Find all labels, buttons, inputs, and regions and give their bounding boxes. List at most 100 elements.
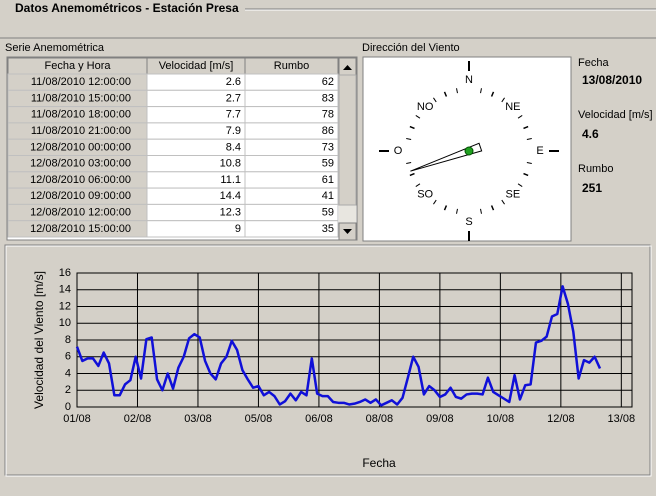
y-axis-label: Velocidad del Viento [m/s] (32, 271, 46, 409)
chart-frame (4, 244, 651, 476)
compass-tick (490, 91, 495, 97)
data-line (75, 285, 602, 407)
cell-text: 83 (322, 92, 334, 104)
cell-text: 12/08/2010 15:00:00 (30, 223, 131, 235)
compass-tick (490, 205, 495, 211)
table-title: Serie Anemométrica (5, 42, 105, 54)
cell-text: 7.7 (226, 109, 241, 121)
x-tick-label: 13/08 (608, 413, 636, 425)
scroll-down-arrow (343, 229, 352, 234)
cell-text: 11/08/2010 18:00:00 (31, 109, 131, 121)
x-tick-label: 05/08 (245, 413, 273, 425)
cell-text: 10.8 (220, 158, 241, 170)
cell-text: 78 (322, 109, 334, 121)
x-tick-label: 12/08 (547, 413, 575, 425)
cell-text: 14.4 (220, 190, 241, 202)
compass-tick (526, 162, 532, 164)
scroll-thumb[interactable] (338, 74, 357, 206)
cell-text: 12/08/2010 12:00:00 (30, 206, 131, 218)
compass-tick (415, 183, 421, 187)
compass-tick (517, 115, 523, 119)
compass-tick (523, 125, 529, 130)
arrow-hub (464, 146, 474, 156)
cell-text: 62 (322, 76, 334, 88)
cell-text: 73 (322, 141, 334, 153)
compass-tick (456, 208, 458, 214)
y-tick-label: 16 (59, 267, 71, 279)
cell-text: 86 (322, 125, 334, 137)
header-text: Velocidad [m/s] (159, 60, 234, 72)
fecha-value: 13/08/2010 (582, 73, 642, 87)
cell-text: 2.7 (226, 92, 241, 104)
rumbo-value: 251 (582, 181, 602, 195)
compass-title: Dirección del Viento (362, 42, 460, 54)
compass-label: E (536, 145, 543, 157)
header-text: Rumbo (274, 60, 309, 72)
compass-tick (456, 88, 458, 94)
cell-text: 12/08/2010 00:00:00 (30, 141, 131, 153)
window-title: Datos Anemométricos - Estación Presa (15, 1, 239, 15)
cell-text: 12/08/2010 03:00:00 (30, 158, 131, 170)
cell-text: 12/08/2010 09:00:00 (30, 190, 131, 202)
velocidad-label: Velocidad [m/s] (578, 109, 653, 121)
compass-tick (523, 172, 529, 177)
compass-tick (480, 88, 482, 94)
y-tick-label: 0 (65, 401, 71, 413)
cell-text: 11/08/2010 15:00:00 (31, 92, 131, 104)
compass-tick (409, 172, 415, 177)
cell-text: 7.9 (226, 125, 241, 137)
fecha-label: Fecha (578, 57, 609, 69)
compass-tick (501, 97, 505, 103)
compass-tick (526, 138, 532, 140)
x-axis-label: Fecha (362, 456, 396, 470)
cell-text: 59 (322, 206, 334, 218)
compass-tick (433, 199, 437, 205)
compass-tick (433, 97, 437, 103)
compass-label: SE (505, 189, 520, 201)
rumbo-label: Rumbo (578, 163, 613, 175)
table-cell (244, 220, 339, 238)
compass-tick (415, 115, 421, 119)
cell-text: 12/08/2010 06:00:00 (30, 174, 131, 186)
wind-arrow (410, 142, 483, 172)
cell-text: 11.1 (220, 174, 241, 186)
cell-text: 61 (322, 174, 334, 186)
y-tick-label: 4 (65, 367, 71, 379)
header-text: Fecha y Hora (44, 60, 111, 72)
compass-label: O (394, 145, 403, 157)
velocidad-value: 4.6 (582, 127, 599, 141)
cell-text: 59 (322, 158, 334, 170)
y-tick-label: 6 (65, 351, 71, 363)
x-tick-label: 06/08 (305, 413, 333, 425)
y-tick-label: 10 (59, 317, 71, 329)
chart-frame-light (5, 245, 652, 477)
cell-text: 35 (322, 223, 334, 235)
compass-tick (406, 162, 412, 164)
compass-label: NE (505, 101, 520, 113)
x-tick-label: 02/08 (124, 413, 152, 425)
y-tick-label: 14 (59, 284, 71, 296)
compass-tick (501, 199, 505, 205)
table-cell (146, 220, 246, 238)
cell-text: 9 (235, 223, 241, 235)
cell-text: 12.3 (220, 206, 241, 218)
y-tick-label: 2 (65, 384, 71, 396)
compass-label: S (465, 216, 472, 228)
cell-text: 11/08/2010 12:00:00 (31, 76, 131, 88)
cell-text: 8.4 (226, 141, 241, 153)
y-tick-label: 8 (65, 334, 71, 346)
compass-label: NO (417, 101, 434, 113)
x-tick-label: 08/08 (366, 413, 394, 425)
cell-text: 2.6 (226, 76, 241, 88)
cell-text: 11/08/2010 21:00:00 (31, 125, 131, 137)
compass-tick (443, 205, 448, 211)
x-tick-label: 01/08 (63, 413, 91, 425)
compass-tick (406, 138, 412, 140)
compass-tick (517, 183, 523, 187)
compass-tick (443, 91, 448, 97)
compass-label: SO (417, 189, 433, 201)
x-tick-label: 03/08 (184, 413, 212, 425)
cell-text: 41 (322, 190, 334, 202)
compass-label: N (465, 74, 473, 86)
